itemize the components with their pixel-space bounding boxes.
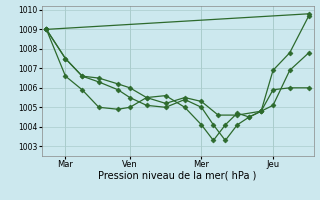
- X-axis label: Pression niveau de la mer( hPa ): Pression niveau de la mer( hPa ): [99, 171, 257, 181]
